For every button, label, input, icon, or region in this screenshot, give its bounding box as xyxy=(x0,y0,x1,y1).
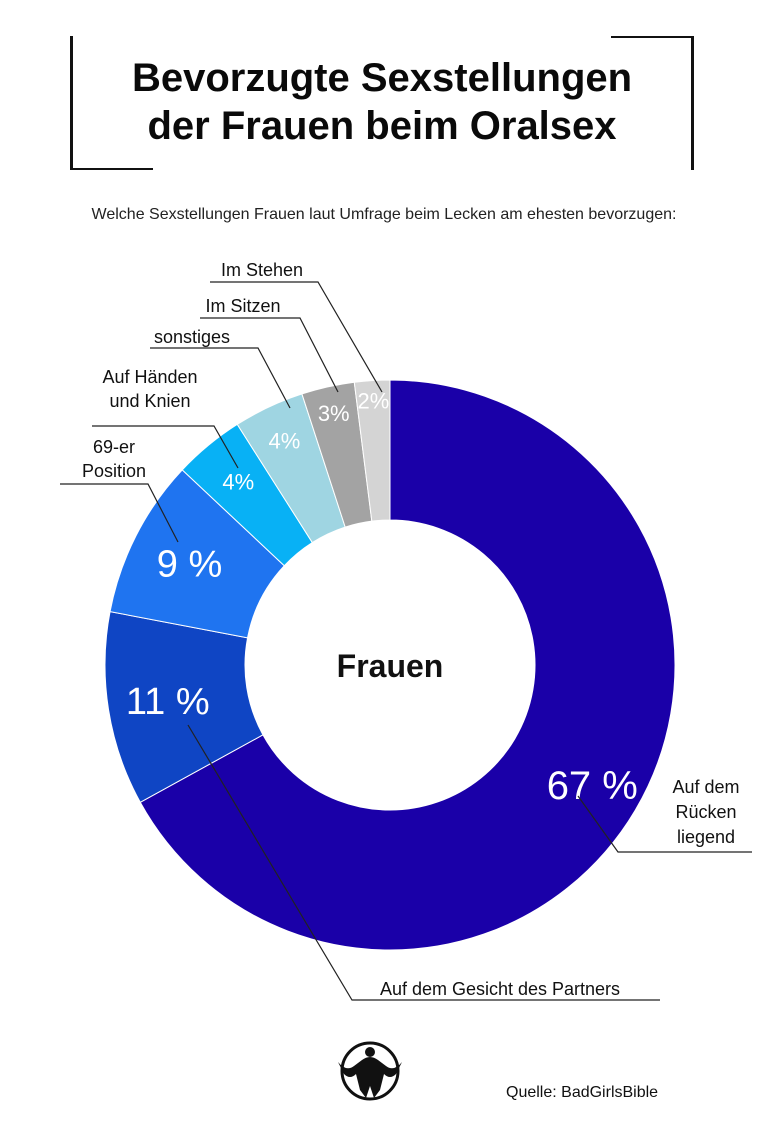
source-note: Quelle: BadGirlsBible xyxy=(506,1084,659,1101)
slice-auf-dem-gesicht-des-partners xyxy=(104,611,264,803)
slice-auf-dem-ruecken-liegend xyxy=(139,379,676,951)
category-label-auf-dem-ruecken-liegend: Auf dem xyxy=(672,777,739,797)
leader-line-im-stehen xyxy=(210,281,383,393)
category-label-sonstiges: sonstiges xyxy=(154,327,230,347)
title-box: Bevorzugte Sexstellungen der Frauen beim… xyxy=(70,36,694,170)
value-label-im-sitzen: 3% xyxy=(318,401,350,426)
leader-line-auf-dem-ruecken-liegend xyxy=(577,795,752,853)
title-line-1: Bevorzugte Sexstellungen xyxy=(131,56,633,100)
category-label-auf-haenden-und-knien: und Knien xyxy=(109,391,190,411)
leader-line-auf-dem-gesicht-des-partners xyxy=(187,724,660,1001)
leader-line-im-sitzen xyxy=(200,317,339,393)
chart-subtitle: Welche Sexstellungen Frauen laut Umfrage… xyxy=(91,206,677,223)
category-label-69-er-position: Position xyxy=(82,461,146,481)
chart-title: Bevorzugte Sexstellungen der Frauen beim… xyxy=(73,54,691,150)
title-line-2: der Frauen beim Oralsex xyxy=(147,104,617,148)
category-label-im-stehen: Im Stehen xyxy=(221,260,303,280)
badgirlsbible-logo-icon xyxy=(338,1041,402,1101)
category-label-auf-dem-ruecken-liegend: Rücken xyxy=(675,802,736,822)
center-label: Frauen xyxy=(337,648,444,684)
leader-line-69-er-position xyxy=(60,483,179,543)
value-label-auf-haenden-und-knien: 4% xyxy=(222,470,254,495)
leader-line-auf-haenden-und-knien xyxy=(92,425,239,469)
value-label-sonstiges: 4% xyxy=(269,429,301,454)
leader-line-sonstiges xyxy=(150,347,291,409)
category-label-auf-dem-ruecken-liegend: liegend xyxy=(677,827,735,847)
value-label-auf-dem-ruecken-liegend: 67 % xyxy=(547,764,638,808)
category-label-im-sitzen: Im Sitzen xyxy=(205,296,280,316)
category-label-auf-dem-gesicht-des-partners: Auf dem Gesicht des Partners xyxy=(380,979,620,999)
value-label-im-stehen: 2% xyxy=(357,388,389,413)
category-label-69-er-position: 69-er xyxy=(93,437,135,457)
slice-im-stehen xyxy=(353,379,391,522)
value-label-auf-dem-gesicht-des-partners: 11 % xyxy=(126,681,210,723)
value-label-69-er-position: 9 % xyxy=(157,544,222,586)
category-label-auf-haenden-und-knien: Auf Händen xyxy=(102,367,197,387)
